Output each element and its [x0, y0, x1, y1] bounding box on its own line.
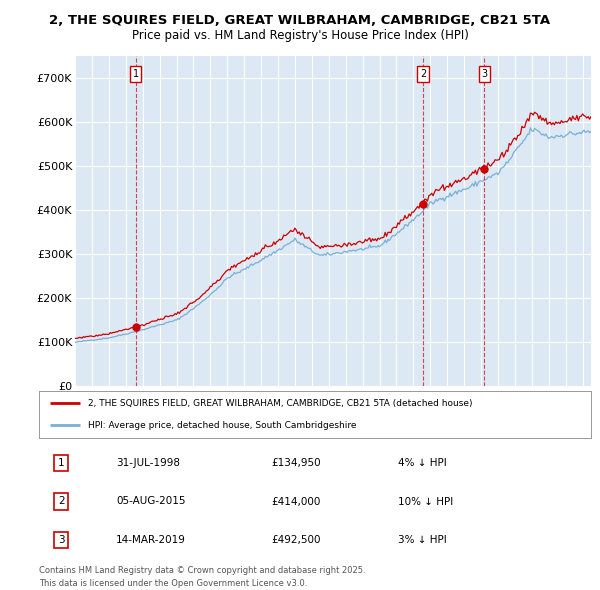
Text: 4% ↓ HPI: 4% ↓ HPI [398, 458, 446, 468]
Text: 3% ↓ HPI: 3% ↓ HPI [398, 535, 446, 545]
Text: 2, THE SQUIRES FIELD, GREAT WILBRAHAM, CAMBRIDGE, CB21 5TA: 2, THE SQUIRES FIELD, GREAT WILBRAHAM, C… [49, 14, 551, 27]
Text: 3: 3 [481, 69, 487, 79]
Text: 2: 2 [420, 69, 427, 79]
Text: £492,500: £492,500 [271, 535, 320, 545]
Text: 1: 1 [58, 458, 64, 468]
Text: £134,950: £134,950 [271, 458, 320, 468]
Text: 14-MAR-2019: 14-MAR-2019 [116, 535, 186, 545]
Text: Contains HM Land Registry data © Crown copyright and database right 2025.
This d: Contains HM Land Registry data © Crown c… [39, 566, 365, 588]
Text: £414,000: £414,000 [271, 497, 320, 506]
Text: 3: 3 [58, 535, 64, 545]
Text: Price paid vs. HM Land Registry's House Price Index (HPI): Price paid vs. HM Land Registry's House … [131, 29, 469, 42]
Text: 10% ↓ HPI: 10% ↓ HPI [398, 497, 453, 506]
Text: 1: 1 [133, 69, 139, 79]
Text: 05-AUG-2015: 05-AUG-2015 [116, 497, 186, 506]
Text: 2: 2 [58, 497, 64, 506]
Text: 31-JUL-1998: 31-JUL-1998 [116, 458, 180, 468]
Text: 2, THE SQUIRES FIELD, GREAT WILBRAHAM, CAMBRIDGE, CB21 5TA (detached house): 2, THE SQUIRES FIELD, GREAT WILBRAHAM, C… [88, 399, 472, 408]
Text: HPI: Average price, detached house, South Cambridgeshire: HPI: Average price, detached house, Sout… [88, 421, 356, 430]
